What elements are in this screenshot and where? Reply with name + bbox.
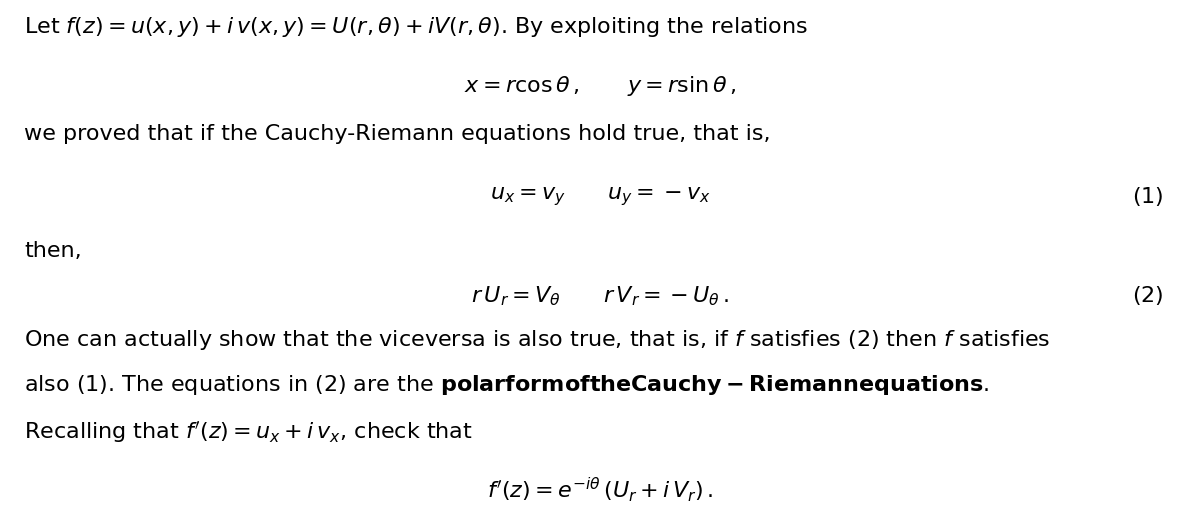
Text: Recalling that $f'(z) = u_x + i\,v_x$, check that: Recalling that $f'(z) = u_x + i\,v_x$, c… bbox=[24, 419, 473, 444]
Text: $(1)$: $(1)$ bbox=[1133, 185, 1164, 208]
Text: $(2)$: $(2)$ bbox=[1133, 284, 1164, 307]
Text: $f'(z) = e^{-i\theta}\,(U_r + i\,V_r)\,.$: $f'(z) = e^{-i\theta}\,(U_r + i\,V_r)\,.… bbox=[487, 475, 713, 504]
Text: then,: then, bbox=[24, 241, 82, 261]
Text: we proved that if the Cauchy-Riemann equations hold true, that is,: we proved that if the Cauchy-Riemann equ… bbox=[24, 124, 770, 144]
Text: $u_x = v_y \qquad u_y = -v_x$: $u_x = v_y \qquad u_y = -v_x$ bbox=[490, 185, 710, 208]
Text: Let $f(z) = u(x,y) + i\,v(x,y) = U(r,\theta) + iV(r,\theta)$. By exploiting the : Let $f(z) = u(x,y) + i\,v(x,y) = U(r,\th… bbox=[24, 15, 808, 39]
Text: One can actually show that the viceversa is also true, that is, if $f$ satisfies: One can actually show that the viceversa… bbox=[24, 328, 1050, 352]
Text: $r\,U_r = V_\theta \qquad r\,V_r = -U_\theta\,.$: $r\,U_r = V_\theta \qquad r\,V_r = -U_\t… bbox=[470, 284, 730, 308]
Text: $x = r\cos\theta\,, \qquad y = r\sin\theta\,,$: $x = r\cos\theta\,, \qquad y = r\sin\the… bbox=[463, 74, 737, 98]
Text: also $(1)$. The equations in $(2)$ are the $\bf{polar form of the Cauchy-Riemann: also $(1)$. The equations in $(2)$ are t… bbox=[24, 373, 990, 397]
